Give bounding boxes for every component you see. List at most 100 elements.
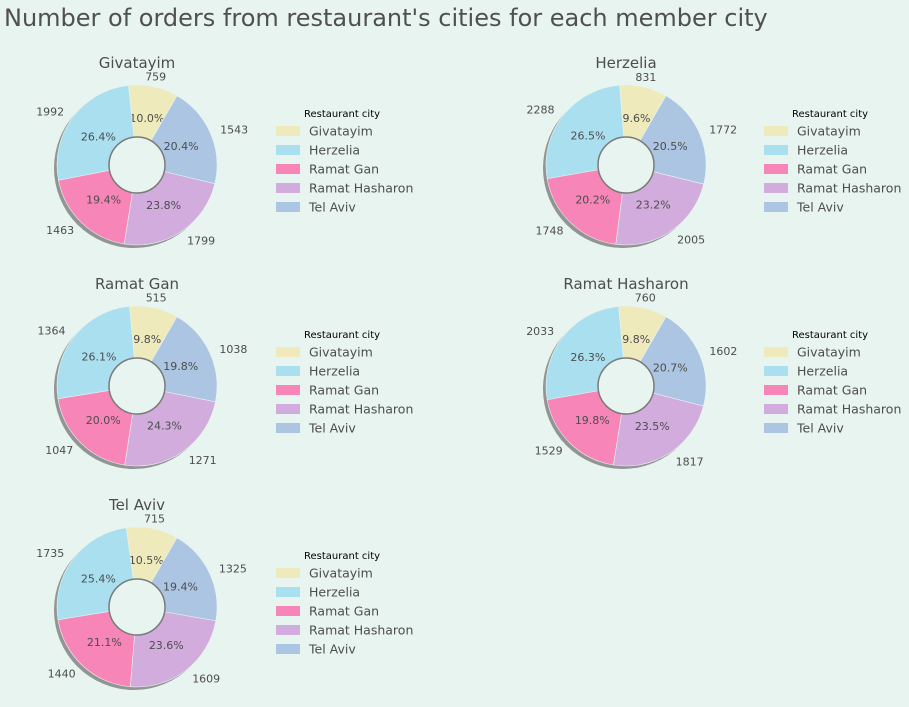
legend-swatch-herzelia <box>276 366 300 376</box>
percent-label: 20.2% <box>575 194 610 207</box>
value-label: 2005 <box>677 234 705 247</box>
value-label: 1325 <box>219 563 247 576</box>
value-label: 1992 <box>36 105 64 118</box>
legend-swatch-ramat-gan <box>764 164 788 174</box>
pie-panel-ramat-gan: Ramat Gan5159.8%136426.1%104720.0%127124… <box>38 275 413 469</box>
value-label: 1364 <box>38 325 66 338</box>
legend-swatch-ramat-hasharon <box>276 625 300 635</box>
legend-swatch-ramat-hasharon <box>764 183 788 193</box>
legend-swatch-tel-aviv <box>764 423 788 433</box>
legend-label: Ramat Hasharon <box>309 623 413 638</box>
legend-title: Restaurant city <box>792 330 868 341</box>
pie-panel-herzelia: Herzelia8319.6%228826.5%174820.2%200523.… <box>527 54 901 248</box>
legend-label: Givatayim <box>797 345 861 360</box>
legend-label: Givatayim <box>309 345 373 360</box>
value-label: 2288 <box>527 104 555 117</box>
legend-label: Tel Aviv <box>796 200 844 215</box>
percent-label: 10.5% <box>129 554 164 567</box>
value-label: 1529 <box>535 444 563 457</box>
pie-title: Ramat Gan <box>95 275 179 293</box>
pie-hole <box>108 578 166 636</box>
legend-swatch-herzelia <box>276 145 300 155</box>
legend: Restaurant city Givatayim Herzelia Ramat Ga… <box>276 109 413 215</box>
percent-label: 26.5% <box>571 130 606 143</box>
legend-label: Givatayim <box>309 566 373 581</box>
pie-title: Tel Aviv <box>108 496 165 514</box>
value-label: 1817 <box>676 456 704 469</box>
legend-swatch-givatayim <box>276 126 300 136</box>
legend: Restaurant city Givatayim Herzelia Ramat Ga… <box>764 109 901 215</box>
percent-label: 23.6% <box>149 639 184 652</box>
value-label: 1440 <box>48 667 76 680</box>
legend-swatch-ramat-gan <box>276 606 300 616</box>
legend-label: Ramat Gan <box>309 162 379 177</box>
value-label: 1038 <box>219 343 247 356</box>
legend-label: Ramat Hasharon <box>309 181 413 196</box>
legend-title: Restaurant city <box>304 330 380 341</box>
pie-panel-ramat-hasharon: Ramat Hasharon7609.8%203326.3%152919.8%1… <box>526 275 901 469</box>
percent-label: 24.3% <box>147 419 182 432</box>
pie-panel-givatayim: Givatayim 759 10.0% 1992 26.4% 1463 19.4% 1799 2… <box>36 54 413 248</box>
value-label: 1463 <box>46 224 74 237</box>
percent-label: 23.2% <box>636 199 671 212</box>
legend: Restaurant city Givatayim Herzelia Ramat Ga… <box>764 330 901 436</box>
legend-swatch-ramat-gan <box>276 164 300 174</box>
legend-label: Tel Aviv <box>308 642 356 657</box>
value-label: 1543 <box>220 123 248 136</box>
percent-label: 19.4% <box>163 581 198 594</box>
pie-title: Herzelia <box>595 54 656 72</box>
percent-label: 19.4% <box>86 194 121 207</box>
legend-swatch-ramat-gan <box>276 385 300 395</box>
legend-swatch-herzelia <box>276 587 300 597</box>
legend-label: Ramat Gan <box>797 383 867 398</box>
pie-panel-tel-aviv: Tel Aviv71510.5%173525.4%144021.1%160923… <box>36 496 413 690</box>
percent-label: 20.7% <box>653 361 688 374</box>
percent-label: 10.0% <box>129 112 164 125</box>
legend-swatch-ramat-gan <box>764 385 788 395</box>
legend-swatch-tel-aviv <box>276 202 300 212</box>
legend-title: Restaurant city <box>792 109 868 120</box>
legend-label: Herzelia <box>309 364 360 379</box>
main-title: Number of orders from restaurant's citie… <box>4 4 768 32</box>
pie-hole <box>108 136 166 194</box>
value-label: 760 <box>635 292 656 305</box>
value-label: 831 <box>635 71 656 84</box>
legend: Restaurant city Givatayim Herzelia Ramat Ga… <box>276 330 413 436</box>
legend-label: Ramat Hasharon <box>797 402 901 417</box>
percent-label: 26.3% <box>570 351 605 364</box>
percent-label: 23.5% <box>635 420 670 433</box>
legend-swatch-givatayim <box>764 126 788 136</box>
legend: Restaurant city Givatayim Herzelia Ramat Ga… <box>276 551 413 657</box>
percent-label: 20.4% <box>164 140 199 153</box>
value-label: 1772 <box>709 124 737 137</box>
pie-title: Ramat Hasharon <box>563 275 688 293</box>
legend-label: Ramat Gan <box>797 162 867 177</box>
percent-label: 20.0% <box>86 414 121 427</box>
value-label: 715 <box>144 512 165 525</box>
legend-label: Tel Aviv <box>308 200 356 215</box>
percent-label: 23.8% <box>146 199 181 212</box>
value-label: 1047 <box>45 444 73 457</box>
legend-label: Tel Aviv <box>796 421 844 436</box>
value-label: 1748 <box>536 224 564 237</box>
legend-swatch-givatayim <box>276 347 300 357</box>
legend-swatch-givatayim <box>764 347 788 357</box>
legend-swatch-tel-aviv <box>764 202 788 212</box>
legend-label: Givatayim <box>309 124 373 139</box>
legend-title: Restaurant city <box>304 109 380 120</box>
value-label: 2033 <box>526 325 554 338</box>
percent-label: 25.4% <box>81 572 116 585</box>
legend-swatch-ramat-hasharon <box>764 404 788 414</box>
value-label: 759 <box>145 71 166 84</box>
percent-label: 9.8% <box>133 333 161 346</box>
percent-label: 26.4% <box>81 131 116 144</box>
legend-label: Ramat Hasharon <box>309 402 413 417</box>
pie-hole <box>597 357 655 415</box>
legend-label: Tel Aviv <box>308 421 356 436</box>
pie-hole <box>597 136 655 194</box>
value-label: 1735 <box>36 547 64 560</box>
legend-label: Givatayim <box>797 124 861 139</box>
legend-label: Ramat Gan <box>309 383 379 398</box>
value-label: 1799 <box>187 234 215 247</box>
